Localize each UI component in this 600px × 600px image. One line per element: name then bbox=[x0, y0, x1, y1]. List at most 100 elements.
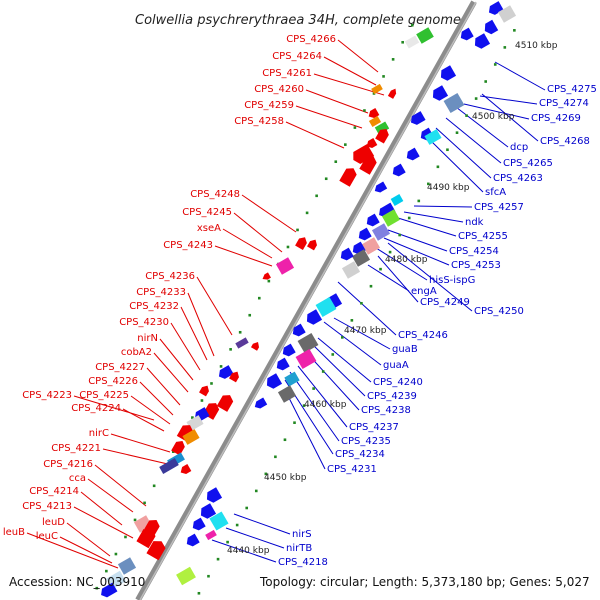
gene-label[interactable]: CPS_4266 bbox=[286, 34, 336, 45]
gene-label[interactable]: CPS_4263 bbox=[493, 173, 543, 184]
tick-mark bbox=[302, 404, 306, 407]
gene-box bbox=[277, 385, 297, 403]
gene-label[interactable]: CPS_4227 bbox=[95, 362, 145, 373]
gene-label[interactable]: cobA2 bbox=[121, 347, 152, 358]
gene-label[interactable]: CPS_4261 bbox=[262, 68, 312, 79]
gene-label[interactable]: nirS bbox=[292, 529, 312, 540]
tick-mark bbox=[446, 148, 449, 152]
gene-label[interactable]: dcp bbox=[510, 142, 528, 153]
gene-label[interactable]: CPS_4260 bbox=[254, 84, 304, 95]
gene-label[interactable]: CPS_4214 bbox=[29, 486, 79, 497]
tick-mark bbox=[312, 387, 315, 390]
connector-line bbox=[225, 527, 285, 549]
gene-label[interactable]: nirN bbox=[137, 333, 158, 344]
gene-arrow bbox=[474, 33, 491, 49]
gene-label[interactable]: ndk bbox=[465, 217, 484, 228]
gene-arrow bbox=[366, 138, 378, 148]
gene-label[interactable]: CPS_4246 bbox=[398, 330, 448, 341]
gene-label[interactable]: CPS_4223 bbox=[22, 390, 72, 401]
gene-label[interactable]: CPS_4253 bbox=[451, 260, 501, 271]
gene-label[interactable]: leuC bbox=[36, 531, 58, 542]
gene-label[interactable]: CPS_4239 bbox=[367, 391, 417, 402]
gene-label[interactable]: guaA bbox=[383, 360, 409, 371]
gene-label[interactable]: CPS_4221 bbox=[51, 443, 101, 454]
tick-mark bbox=[493, 63, 497, 66]
gene-label[interactable]: CPS_4233 bbox=[136, 287, 186, 298]
gene-label[interactable]: CPS_4257 bbox=[474, 202, 524, 213]
tick-mark bbox=[379, 267, 382, 271]
tick-mark bbox=[407, 216, 411, 220]
gene-label[interactable]: CPS_4225 bbox=[79, 390, 129, 401]
gene-label[interactable]: CPS_4231 bbox=[327, 464, 377, 475]
connector-line bbox=[180, 306, 208, 361]
connector-line bbox=[102, 448, 173, 466]
tick-mark bbox=[274, 455, 277, 459]
gene-label[interactable]: CPS_4259 bbox=[244, 100, 294, 111]
gene-arrow bbox=[358, 227, 372, 241]
connector-line bbox=[284, 389, 326, 470]
tick-mark bbox=[254, 489, 258, 493]
connector-line bbox=[222, 228, 273, 259]
gene-label[interactable]: CPS_4213 bbox=[22, 501, 72, 512]
gene-label[interactable]: CPS_4235 bbox=[341, 436, 391, 447]
gene-label[interactable]: leuD bbox=[42, 517, 65, 528]
connector-line bbox=[233, 212, 283, 253]
gene-label[interactable]: nirC bbox=[89, 428, 109, 439]
gene-label[interactable]: CPS_4274 bbox=[539, 98, 589, 109]
gene-box bbox=[371, 83, 383, 95]
gene-label[interactable]: CPS_4226 bbox=[88, 376, 138, 387]
gene-arrow bbox=[387, 88, 397, 99]
gene-label[interactable]: cca bbox=[69, 473, 86, 484]
gene-label[interactable]: CPS_4232 bbox=[129, 301, 179, 312]
scale-label-4440: 4440 kbp bbox=[227, 546, 270, 556]
gene-arrow bbox=[484, 19, 499, 35]
gene-label[interactable]: CPS_4234 bbox=[335, 449, 385, 460]
gene-label[interactable]: CPS_4237 bbox=[349, 422, 399, 433]
gene-label[interactable]: CPS_4248 bbox=[190, 189, 240, 200]
gene-label[interactable]: CPS_4265 bbox=[503, 158, 553, 169]
gene-label[interactable]: CPS_4268 bbox=[540, 136, 590, 147]
gene-label[interactable]: CPS_4255 bbox=[458, 231, 508, 242]
connector-line bbox=[196, 276, 233, 336]
gene-label[interactable]: CPS_4250 bbox=[474, 306, 524, 317]
tick-mark bbox=[401, 40, 404, 44]
gene-label[interactable]: guaB bbox=[392, 344, 418, 355]
gene-box bbox=[497, 5, 517, 23]
connector-line bbox=[297, 365, 348, 428]
gene-label[interactable]: CPS_4264 bbox=[272, 51, 322, 62]
gene-label[interactable]: CPS_4245 bbox=[182, 207, 232, 218]
gene-label[interactable]: CPS_4249 bbox=[420, 297, 470, 308]
gene-label[interactable]: CPS_4240 bbox=[373, 377, 423, 388]
tick-mark bbox=[341, 336, 344, 339]
gene-label[interactable]: CPS_4254 bbox=[449, 246, 499, 257]
gene-label[interactable]: leuB bbox=[3, 527, 25, 538]
connector-line bbox=[323, 56, 377, 86]
gene-arrow bbox=[216, 395, 234, 412]
gene-label[interactable]: CPS_4236 bbox=[145, 271, 195, 282]
gene-label[interactable]: CPS_4218 bbox=[278, 557, 328, 568]
gene-label[interactable]: sfcA bbox=[485, 187, 506, 198]
tick-mark bbox=[200, 399, 204, 402]
gene-arrow bbox=[218, 365, 234, 379]
connector-line bbox=[333, 317, 391, 350]
gene-label[interactable]: CPS_4230 bbox=[119, 317, 169, 328]
tick-mark bbox=[229, 348, 232, 351]
gene-arrow bbox=[136, 529, 156, 549]
gene-label[interactable]: CPS_4258 bbox=[234, 116, 284, 127]
gene-label[interactable]: CPS_4216 bbox=[43, 459, 93, 470]
gene-label[interactable]: CPS_4275 bbox=[547, 84, 597, 95]
left-gene-labels: CPS_4266 CPS_4264 CPS_4261 CPS_4260 CPS_… bbox=[3, 34, 336, 542]
gene-arrow bbox=[180, 464, 192, 474]
gene-label[interactable]: CPS_4243 bbox=[163, 240, 213, 251]
connector-line bbox=[494, 61, 546, 91]
gene-label[interactable]: CPS_4238 bbox=[361, 405, 411, 416]
gene-label[interactable]: CPS_4269 bbox=[531, 113, 581, 124]
connector-line bbox=[94, 464, 147, 507]
gene-label[interactable]: xseA bbox=[197, 223, 221, 234]
tick-mark bbox=[264, 472, 268, 476]
gene-label[interactable]: engA bbox=[411, 286, 437, 297]
gene-label[interactable]: hisS-ispG bbox=[429, 275, 475, 286]
gene-label[interactable]: nirTB bbox=[286, 543, 312, 554]
label-connectors bbox=[26, 39, 546, 569]
gene-label[interactable]: CPS_4224 bbox=[71, 403, 121, 414]
